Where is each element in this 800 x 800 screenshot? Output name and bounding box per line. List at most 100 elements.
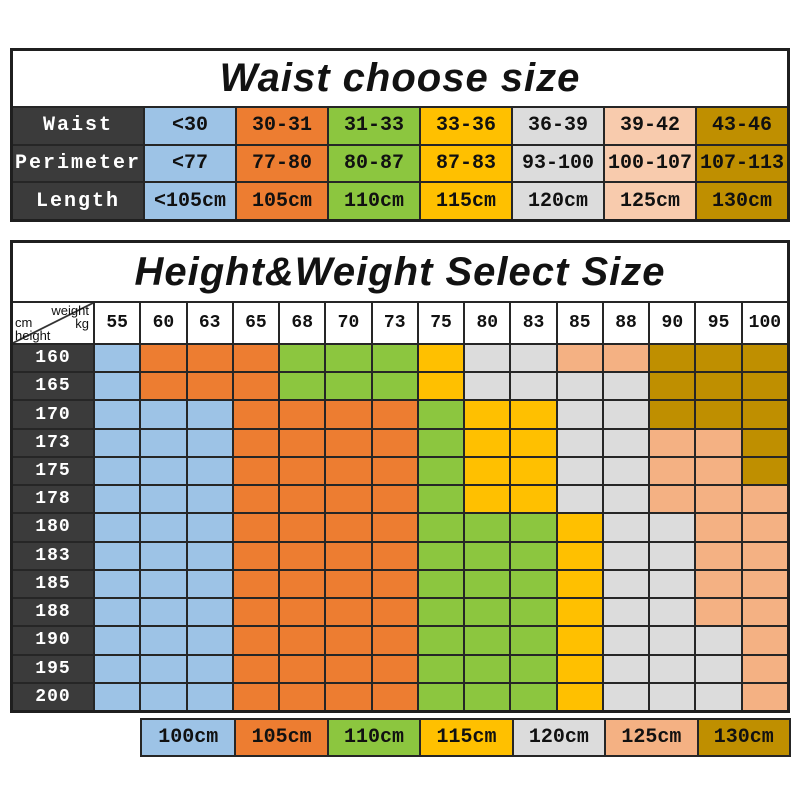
size-cell [139,653,186,682]
size-cell [463,399,510,428]
size-cell [648,371,695,400]
size-cell [93,597,140,626]
size-cell [740,455,787,485]
legend-cell: 100cm [142,720,235,755]
waist-cell: 31-33 [327,106,419,144]
size-cell [648,653,695,682]
size-cell [648,484,695,513]
size-cell [139,568,186,598]
size-cell [509,568,556,598]
size-cell [694,455,741,485]
size-cell [463,427,510,456]
size-cell [324,399,371,428]
size-cell [324,597,371,626]
size-cell [694,399,741,428]
weight-column-header: 95 [694,301,741,343]
height-row-label: 178 [13,484,93,513]
size-cell [185,568,232,598]
size-cell [370,343,417,372]
size-cell [231,681,279,710]
waist-cell: 33-36 [419,106,511,144]
size-cell [93,653,140,682]
size-cell [370,568,417,598]
legend-cell: 130cm [696,720,789,755]
size-cell [601,597,649,626]
height-row-label: 195 [13,653,93,682]
size-cell [278,597,325,626]
size-cell [509,540,556,569]
size-cell [601,681,649,710]
size-cell [555,343,602,372]
legend-cell: 120cm [511,720,605,755]
size-cell [324,653,371,682]
size-cell [185,653,232,682]
size-cell [463,484,510,513]
waist-cell: <77 [143,143,235,182]
size-cell [694,540,741,569]
size-cell [185,681,232,710]
size-cell [648,540,695,569]
size-cell [648,597,695,626]
legend-cell: 105cm [234,720,327,755]
size-cell [370,371,417,400]
size-cell [416,484,464,513]
weight-column-header: 85 [555,301,602,343]
size-cell [416,399,464,428]
height-weight-table: Height&Weight Select Size weight kg cm h… [10,240,790,713]
weight-column-header: 80 [463,301,510,343]
size-cell [185,540,232,569]
size-cell [139,597,186,626]
size-cell [185,399,232,428]
waist-row-label: Waist [13,106,143,144]
size-cell [139,625,186,654]
size-cell [416,540,464,569]
weight-column-header: 88 [601,301,649,343]
size-cell [278,512,325,541]
weight-column-header: 63 [185,301,232,343]
size-cell [324,371,371,400]
size-cell [463,568,510,598]
height-axis-unit: cm [15,315,33,330]
size-cell [231,512,279,541]
size-cell [139,540,186,569]
size-cell [324,484,371,513]
size-cell [185,512,232,541]
waist-size-table: Waist choose size Waist <30 30-31 31-33 33-3… [10,48,790,222]
size-cell [370,427,417,456]
weight-column-header: 70 [324,301,371,343]
weight-column-header: 73 [370,301,417,343]
waist-cell: 87-83 [419,143,511,182]
height-row-label: 180 [13,512,93,541]
size-cell [139,484,186,513]
size-cell [185,625,232,654]
size-cell [601,653,649,682]
size-cell [694,484,741,513]
waist-cell: 77-80 [235,143,327,182]
size-cell [740,427,787,456]
size-cell [509,371,556,400]
waist-cell: 130cm [695,181,787,219]
height-weight-grid: weight kg cm height 55 60 63 65 68 70 73 75 80 83… [13,301,787,710]
weight-column-header: 83 [509,301,556,343]
size-cell [139,427,186,456]
height-weight-table-title: Height&Weight Select Size [134,249,666,294]
size-cell [231,343,279,372]
size-cell [740,399,787,428]
height-row-label: 160 [13,343,93,372]
size-cell [509,512,556,541]
size-cell [370,597,417,626]
size-cell [740,540,787,569]
size-cell [648,427,695,456]
size-cell [740,371,787,400]
size-cell [555,427,602,456]
size-cell [694,343,741,372]
size-cell [740,568,787,598]
size-cell [278,568,325,598]
size-cell [740,343,787,372]
size-cell [648,455,695,485]
size-cell [509,455,556,485]
size-cell [694,371,741,400]
size-cell [278,343,325,372]
size-cell [185,597,232,626]
size-cell [509,484,556,513]
